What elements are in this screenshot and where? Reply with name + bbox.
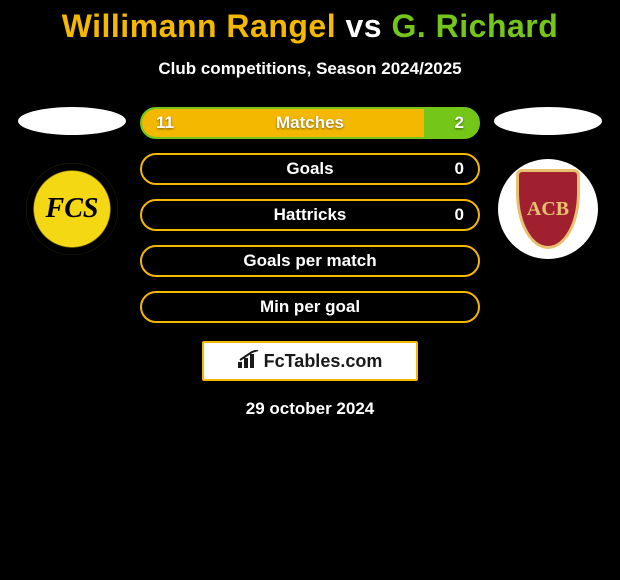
stat-bar: Goals0: [140, 153, 480, 185]
subtitle: Club competitions, Season 2024/2025: [0, 59, 620, 79]
brand-text: FcTables.com: [264, 351, 383, 372]
stat-label: Goals per match: [142, 251, 478, 271]
stat-value-left: 11: [156, 113, 174, 133]
player2-club-badge: ACB: [498, 159, 598, 259]
badge-left-text: FCS: [46, 193, 99, 225]
player1-photo: [18, 107, 126, 135]
left-column: FCS: [12, 107, 132, 259]
stat-bar: Goals per match: [140, 245, 480, 277]
stat-label: Min per goal: [142, 297, 478, 317]
stat-label: Goals: [142, 159, 478, 179]
comparison-card: Willimann Rangel vs G. Richard Club comp…: [0, 0, 620, 419]
stat-bar: Hattricks0: [140, 199, 480, 231]
title-vs: vs: [346, 8, 383, 44]
stat-label: Hattricks: [142, 205, 478, 225]
title-player1: Willimann Rangel: [62, 8, 336, 44]
badge-right-text: ACB: [527, 198, 569, 221]
stat-value-right: 0: [455, 159, 464, 179]
main-row: FCS Matches112Goals0Hattricks0Goals per …: [0, 107, 620, 323]
stat-value-right: 0: [455, 205, 464, 225]
stat-label: Matches: [142, 113, 478, 133]
date-text: 29 october 2024: [0, 399, 620, 419]
stat-value-right: 2: [455, 113, 464, 133]
stats-column: Matches112Goals0Hattricks0Goals per matc…: [140, 107, 480, 323]
player2-photo: [494, 107, 602, 135]
stat-bar: Min per goal: [140, 291, 480, 323]
page-title: Willimann Rangel vs G. Richard: [0, 8, 620, 45]
badge-right-shield: ACB: [516, 169, 580, 249]
brand-box: FcTables.com: [202, 341, 418, 381]
title-player2: G. Richard: [391, 8, 558, 44]
brand-chart-icon: [238, 350, 260, 373]
player1-club-badge: FCS: [22, 159, 122, 259]
stat-bar: Matches11 2: [140, 107, 480, 139]
right-column: ACB: [488, 107, 608, 259]
